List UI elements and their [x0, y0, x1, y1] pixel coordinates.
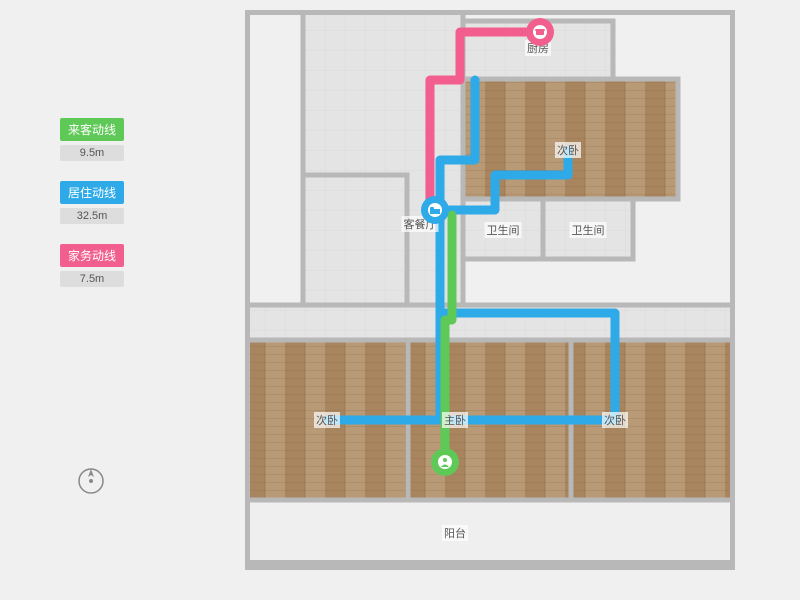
legend-value-housework: 7.5m [60, 271, 124, 287]
compass-icon [75, 465, 107, 497]
floorplan-svg [245, 10, 735, 590]
legend-value-living: 32.5m [60, 208, 124, 224]
legend-item-housework: 家务动线 7.5m [60, 244, 124, 287]
room-label-balcony: 阳台 [442, 525, 468, 541]
room-label-bed_main: 主卧 [442, 412, 468, 428]
legend-item-guest: 来客动线 9.5m [60, 118, 124, 161]
hall-marker [421, 196, 449, 224]
room-label-bed_tr: 次卧 [555, 142, 581, 158]
room-label-bath1: 卫生间 [485, 222, 522, 238]
room-label-bed_br: 次卧 [602, 412, 628, 428]
legend-item-living: 居住动线 32.5m [60, 181, 124, 224]
kitchen-marker [526, 18, 554, 46]
legend-label-guest: 来客动线 [60, 118, 124, 141]
legend: 来客动线 9.5m 居住动线 32.5m 家务动线 7.5m [60, 118, 124, 307]
room-label-bath2: 卫生间 [570, 222, 607, 238]
entry-marker [431, 448, 459, 476]
legend-label-housework: 家务动线 [60, 244, 124, 267]
legend-label-living: 居住动线 [60, 181, 124, 204]
room-label-bed_bl: 次卧 [314, 412, 340, 428]
legend-value-guest: 9.5m [60, 145, 124, 161]
floorplan: 厨房次卧客餐厅卫生间卫生间次卧主卧次卧阳台 [245, 10, 735, 590]
